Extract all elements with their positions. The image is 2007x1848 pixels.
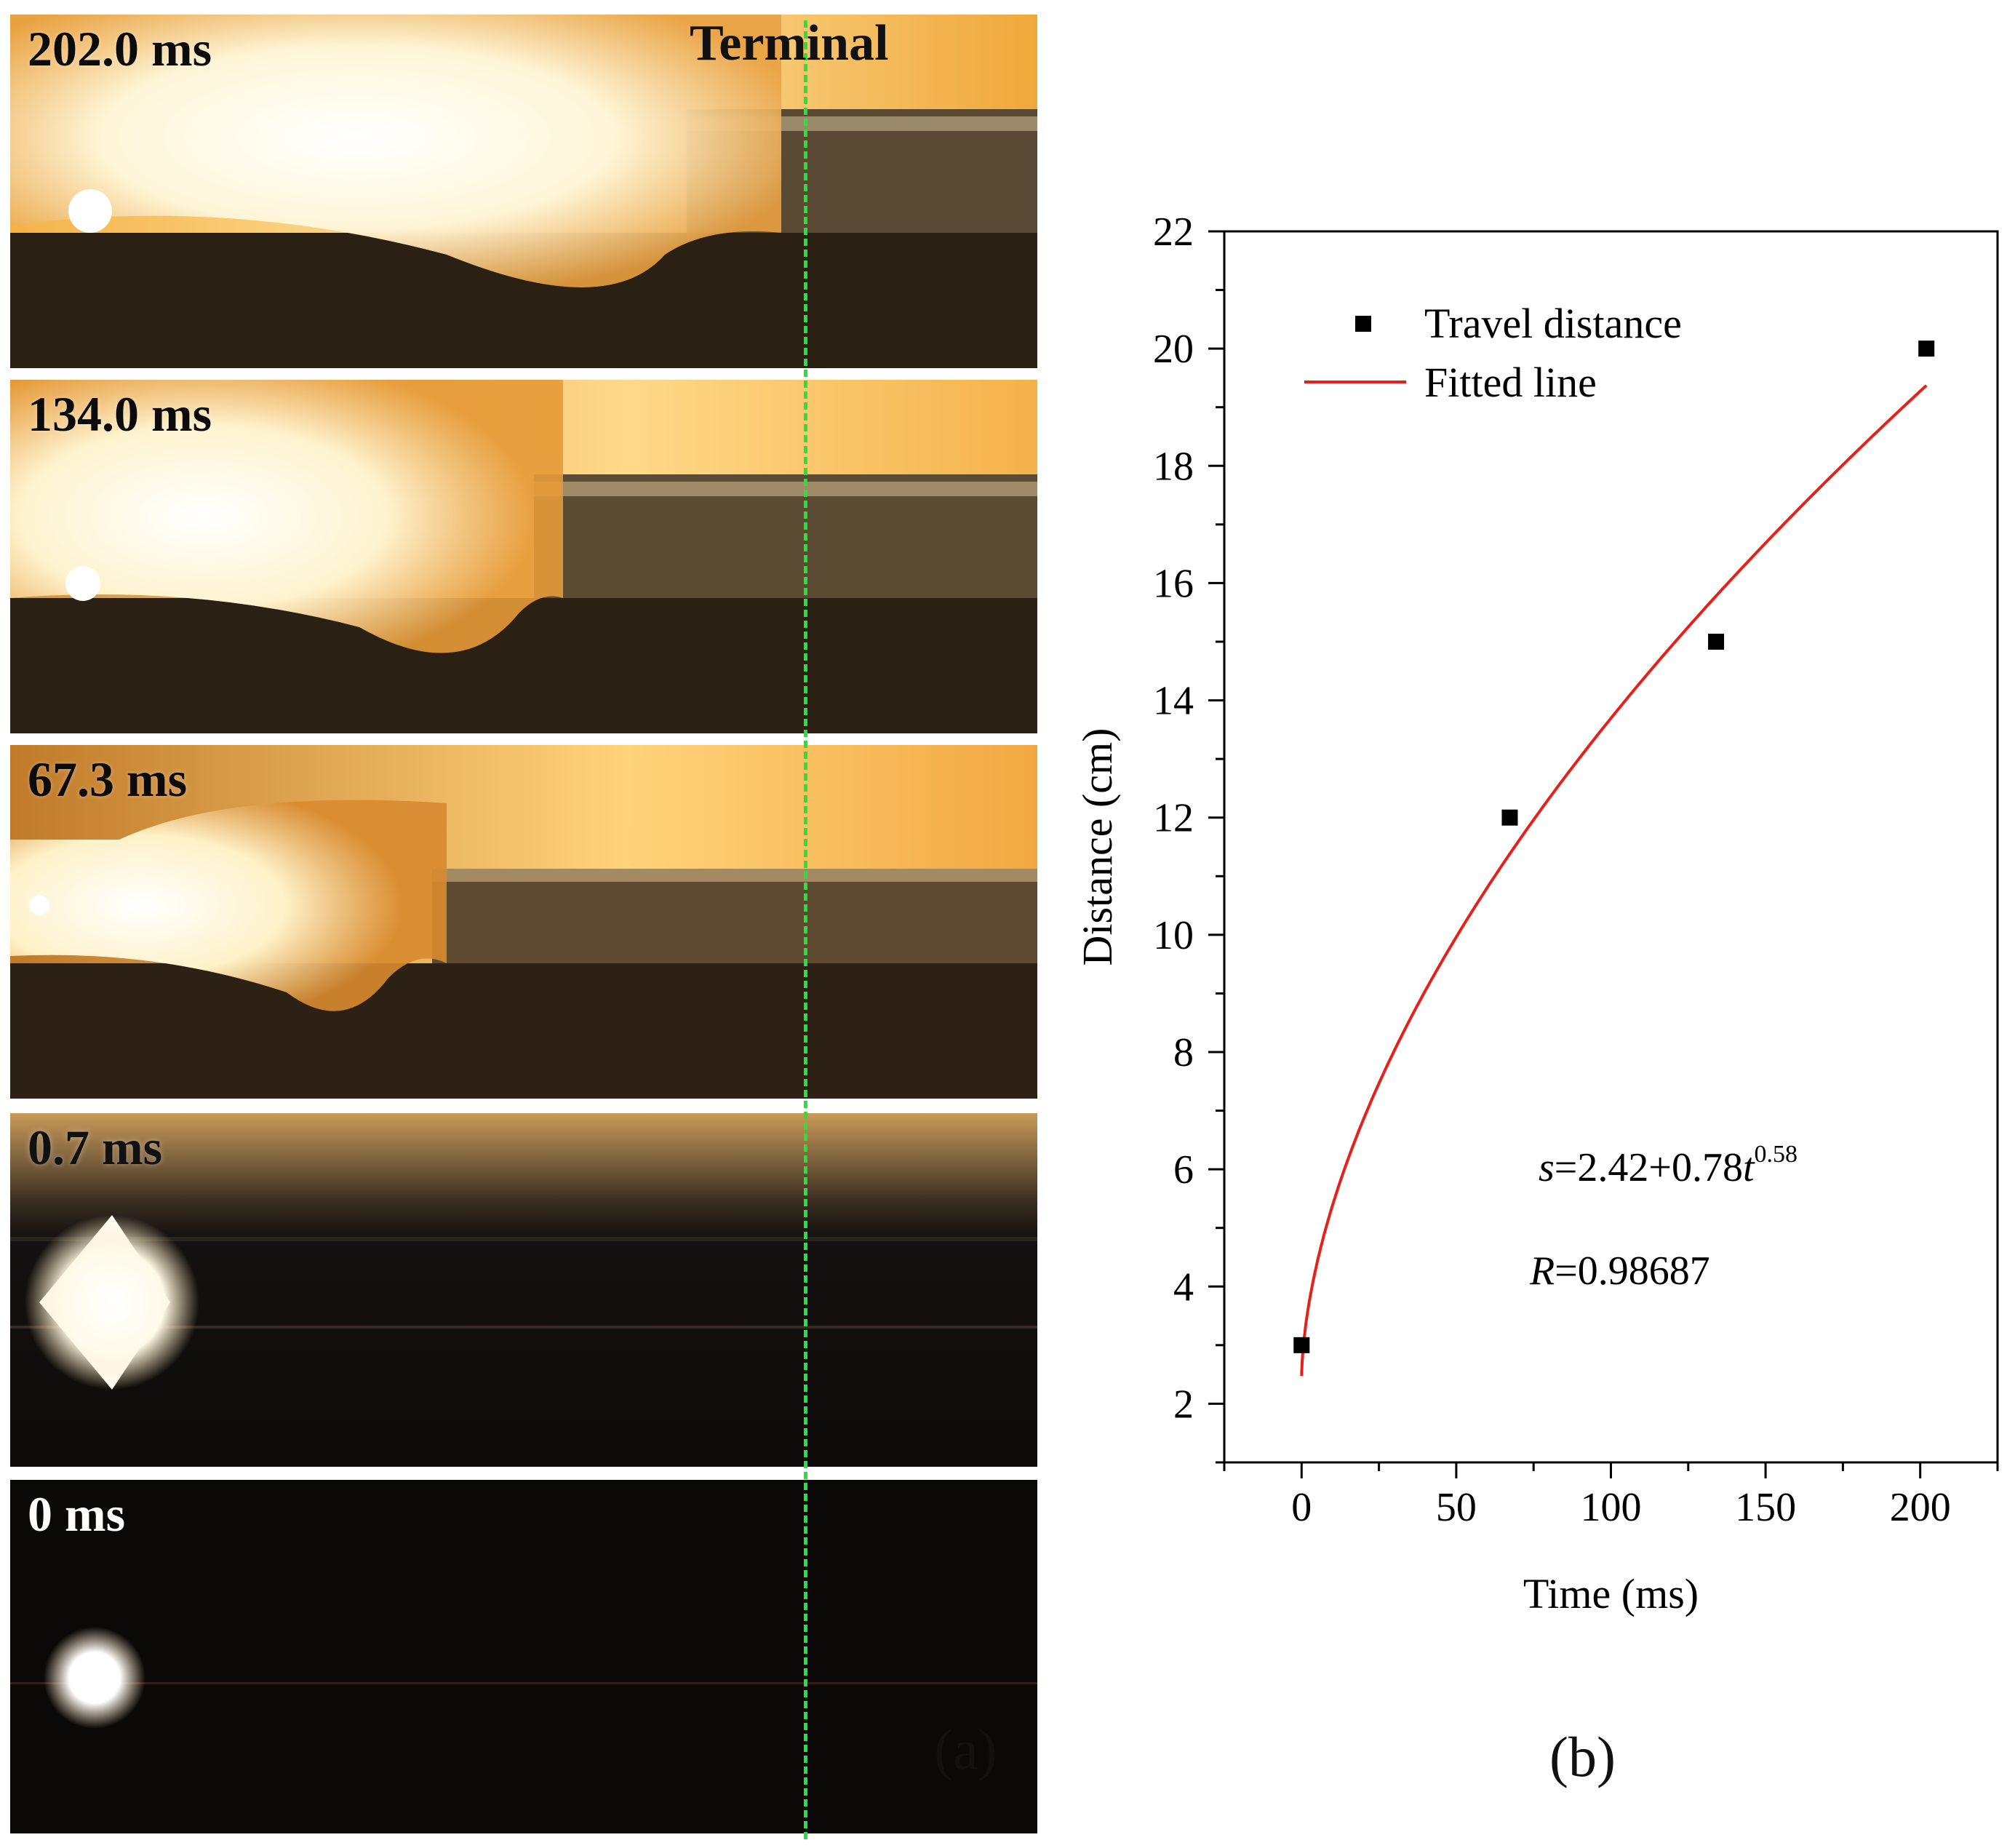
frame-time-label: 202.0 ms [28,21,212,76]
y-tick-label: 2 [1173,1382,1194,1427]
frame-67ms-image [10,745,1037,1099]
terminal-label: Terminal [690,15,889,71]
y-tick-label: 6 [1173,1147,1194,1192]
terminal-line [804,20,807,1839]
frame-sequence-panel: 202.0 ms 134.0 ms [10,15,1037,1839]
frame-0-7ms-image [10,1113,1037,1467]
frame-time-label: 0.7 ms [28,1120,163,1175]
legend-marker-travel-distance [1355,316,1371,332]
panel-a-label: (a) [934,1718,997,1781]
y-tick-label: 10 [1153,913,1194,958]
fitted-line [1300,384,1928,1377]
y-axis-label: Distance (cm) [1074,728,1121,966]
frame-134ms: 134.0 ms [10,380,1037,733]
frame-67ms: 67.3 ms [10,745,1037,1099]
frame-0ms: 0 ms [10,1480,1037,1833]
frame-202ms-image [10,15,1037,368]
y-tick-label: 18 [1153,444,1194,489]
chart-svg: 0 50 100 150 200 2 4 6 8 10 12 14 16 18 20 22 Time (ms) D… [1074,210,1999,1617]
chart-legend: Travel distance Fitted line [1304,300,1682,406]
chart-annotations: s=2.42+0.78t0.58 R=0.98687 [1529,1141,1797,1294]
chart-axes: 0 50 100 150 200 2 4 6 8 10 12 14 16 18 20 22 Time (ms) D… [1074,210,1999,1617]
y-tick-label: 8 [1173,1030,1194,1075]
y-tick-label: 4 [1173,1264,1194,1310]
y-tick-label: 12 [1153,796,1194,841]
x-tick-label: 200 [1890,1485,1951,1530]
data-point [1708,634,1725,650]
x-tick-label: 0 [1291,1485,1312,1530]
distance-time-chart: 0 50 100 150 200 2 4 6 8 10 12 14 16 18 20 22 Time (ms) D… [1048,0,2007,1844]
x-tick-label: 50 [1436,1485,1477,1530]
fit-equation: s=2.42+0.78t0.58 [1539,1141,1797,1190]
legend-label-travel-distance: Travel distance [1424,300,1682,347]
frame-134ms-image [10,380,1037,733]
travel-distance-series [1293,340,1935,1353]
frame-202ms: 202.0 ms [10,15,1037,368]
y-tick-label: 16 [1153,561,1194,606]
x-tick-label: 150 [1735,1485,1796,1530]
legend-label-fitted-line: Fitted line [1424,359,1597,406]
r-value: R=0.98687 [1529,1248,1710,1294]
fitted-line-series [1300,384,1928,1377]
data-point [1293,1337,1310,1353]
panel-b-label: (b) [1549,1725,1616,1788]
x-tick-label: 100 [1581,1485,1642,1530]
data-point [1918,340,1935,357]
data-point [1501,809,1518,826]
y-tick-label: 22 [1153,210,1194,255]
frame-0-7ms: 0.7 ms [10,1113,1037,1467]
x-axis-label: Time (ms) [1523,1570,1699,1617]
frame-time-label: 67.3 ms [28,752,188,807]
frame-time-label: 0 ms [28,1486,126,1542]
frame-0ms-image [10,1480,1037,1833]
y-tick-label: 14 [1153,679,1194,724]
frame-time-label: 134.0 ms [28,386,212,442]
y-tick-label: 20 [1153,327,1194,372]
